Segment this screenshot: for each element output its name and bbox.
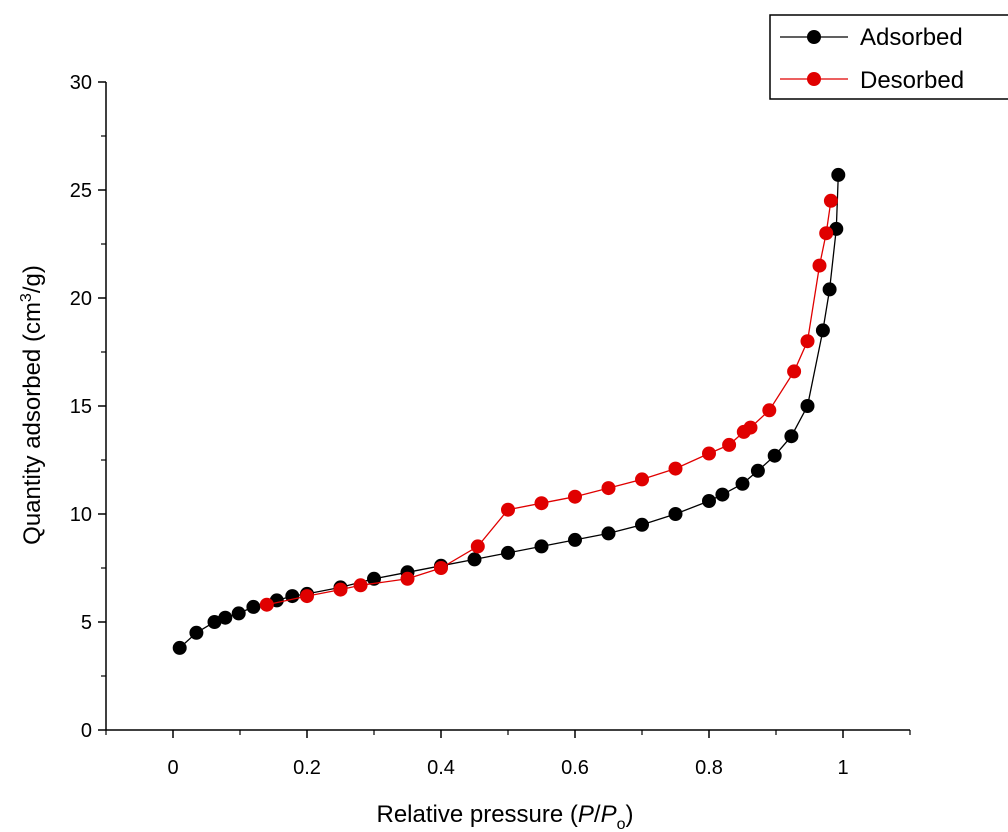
legend-label-adsorbed: Adsorbed [860, 24, 963, 51]
data-point-adsorbed [668, 507, 683, 521]
legend-marker-adsorbed [807, 30, 821, 44]
x-axis-title: Relative pressure (P/Po) [376, 801, 633, 832]
data-point-desorbed [819, 226, 834, 241]
data-point-adsorbed [568, 532, 582, 547]
data-point-adsorbed [715, 487, 730, 502]
data-point-adsorbed [501, 545, 515, 560]
data-point-desorbed [702, 446, 716, 461]
data-point-adsorbed [207, 615, 222, 629]
data-point-desorbed [259, 597, 274, 612]
data-point-adsorbed [831, 167, 846, 182]
data-point-desorbed [743, 420, 758, 435]
data-point-desorbed [635, 472, 649, 487]
y-tick-label: 30 [70, 72, 92, 94]
series-adsorbed [172, 167, 846, 655]
y-tick-label: 15 [70, 396, 92, 418]
data-point-desorbed [800, 334, 815, 349]
legend-label-desorbed: Desorbed [860, 67, 964, 94]
data-point-desorbed [501, 502, 515, 517]
y-tick-label: 5 [81, 612, 92, 634]
data-point-adsorbed [172, 640, 187, 655]
x-tick-label: 0.8 [695, 757, 723, 779]
data-point-adsorbed [702, 494, 716, 508]
data-point-desorbed [534, 496, 549, 511]
y-tick-label: 20 [70, 288, 92, 310]
data-point-desorbed [470, 539, 485, 554]
data-point-desorbed [668, 461, 683, 476]
data-point-adsorbed [367, 571, 381, 586]
data-point-adsorbed [467, 552, 482, 567]
x-tick-label: 0.2 [293, 757, 321, 779]
data-point-desorbed [601, 481, 616, 496]
legend: Adsorbed Desorbed [769, 14, 1008, 100]
series-layer [172, 167, 846, 655]
data-point-adsorbed [534, 539, 549, 554]
series-line-adsorbed [179, 174, 839, 649]
data-point-adsorbed [815, 323, 830, 338]
y-tick-label: 10 [70, 504, 92, 526]
axes [105, 82, 910, 731]
data-point-desorbed [434, 561, 448, 575]
data-point-desorbed [300, 589, 314, 604]
data-point-desorbed [353, 578, 368, 593]
data-point-adsorbed [231, 606, 246, 621]
x-tick-label: 0.4 [427, 757, 455, 779]
data-point-adsorbed [750, 463, 765, 478]
y-tick-label: 25 [70, 180, 92, 202]
data-point-desorbed [333, 582, 348, 597]
data-point-adsorbed [218, 610, 233, 625]
series-line-desorbed [266, 200, 832, 606]
data-point-desorbed [812, 258, 827, 273]
data-point-desorbed [823, 193, 838, 208]
data-point-adsorbed [822, 282, 837, 297]
data-point-adsorbed [800, 399, 815, 413]
data-point-desorbed [568, 489, 582, 504]
data-point-adsorbed [735, 476, 750, 491]
data-point-desorbed [762, 403, 777, 418]
y-axis-title: Quantity adsorbed (cm3/g) [18, 265, 46, 545]
ticks [98, 81, 911, 738]
legend-marker-desorbed [807, 72, 821, 86]
data-point-adsorbed [767, 448, 782, 463]
data-point-desorbed [722, 437, 737, 452]
y-tick-label: 0 [81, 720, 92, 742]
x-tick-label: 1 [837, 757, 848, 779]
data-point-desorbed [787, 364, 802, 379]
data-point-adsorbed [601, 526, 616, 541]
x-tick-label: 0.6 [561, 757, 589, 779]
data-point-desorbed [400, 571, 415, 586]
data-point-adsorbed [246, 599, 261, 614]
data-point-adsorbed [189, 625, 204, 640]
data-point-adsorbed [285, 589, 300, 604]
series-desorbed [259, 193, 838, 612]
legend-box [769, 14, 1008, 100]
x-tick-label: 0 [167, 757, 178, 779]
data-point-adsorbed [635, 517, 649, 532]
data-point-adsorbed [784, 429, 799, 444]
